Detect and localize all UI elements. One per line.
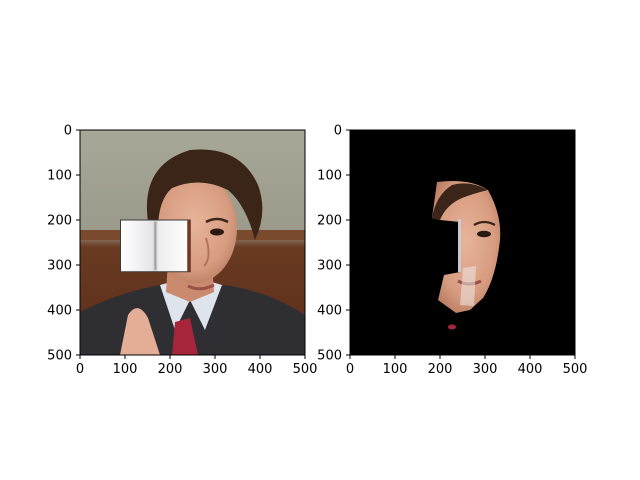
- x-tick-label: 300: [473, 362, 498, 377]
- x-tick-label: 500: [293, 362, 318, 377]
- y-tick-label: 400: [317, 304, 342, 319]
- hands: [120, 308, 160, 355]
- hair: [146, 149, 263, 240]
- x-tick-label: 400: [518, 362, 543, 377]
- y-tick-label: 500: [47, 349, 72, 364]
- x-tick-label: 0: [346, 362, 354, 377]
- segmented-collar: [460, 266, 476, 306]
- left-axis-ticks: 0 100 200 300 400 500 0 100 200 300 400 500: [47, 124, 317, 378]
- y-tick-label: 200: [317, 214, 342, 229]
- segmented-tie-fragment: [448, 324, 456, 330]
- y-tick-label: 100: [317, 169, 342, 184]
- y-tick-label: 100: [47, 169, 72, 184]
- segmented-hair-fringe: [432, 183, 488, 220]
- right-axis-ticks: 0 100 200 300 400 500 0 100 200 300 400 500: [317, 124, 587, 378]
- x-tick-label: 200: [158, 362, 183, 377]
- necktie: [172, 318, 198, 355]
- left-axes-frame: [79, 129, 306, 356]
- nose: [203, 237, 210, 267]
- segmented-eyebrow: [473, 220, 496, 227]
- open-book-occluder: [120, 219, 191, 273]
- x-tick-label: 100: [383, 362, 408, 377]
- x-tick-label: 0: [76, 362, 84, 377]
- y-tick-label: 200: [47, 214, 72, 229]
- right-image-panel: 0 100 200 300 400 500 0 100 200 300 400 500: [317, 124, 587, 378]
- mouth: [187, 283, 215, 291]
- occluder-edge-strip: [458, 219, 461, 272]
- x-tick-label: 500: [563, 362, 588, 377]
- eye: [210, 228, 224, 236]
- x-tick-label: 300: [203, 362, 228, 377]
- y-tick-label: 400: [47, 304, 72, 319]
- y-tick-label: 300: [317, 259, 342, 274]
- eyebrow: [205, 217, 229, 224]
- right-axes-frame: [349, 129, 576, 356]
- left-image-panel: 0 100 200 300 400 500 0 100 200 300 400 500: [47, 124, 317, 378]
- y-tick-label: 500: [317, 349, 342, 364]
- x-tick-label: 100: [113, 362, 138, 377]
- y-tick-label: 0: [334, 124, 342, 139]
- segmented-eye: [477, 230, 491, 238]
- left-image: [80, 130, 305, 355]
- x-tick-label: 200: [428, 362, 453, 377]
- segmented-face-region: [432, 181, 501, 313]
- x-tick-label: 400: [248, 362, 273, 377]
- y-tick-label: 300: [47, 259, 72, 274]
- y-tick-label: 0: [64, 124, 72, 139]
- right-image: [350, 130, 575, 355]
- book-cover-edge: [187, 220, 191, 272]
